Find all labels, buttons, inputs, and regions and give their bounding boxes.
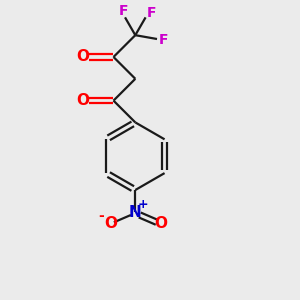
Text: O: O (77, 93, 90, 108)
Text: -: - (99, 209, 104, 224)
Text: F: F (159, 34, 168, 47)
Text: F: F (147, 6, 156, 20)
Text: O: O (104, 216, 117, 231)
Text: O: O (154, 216, 167, 231)
Text: +: + (137, 198, 148, 211)
Text: N: N (129, 205, 142, 220)
Text: F: F (119, 4, 128, 19)
Text: O: O (77, 50, 90, 64)
